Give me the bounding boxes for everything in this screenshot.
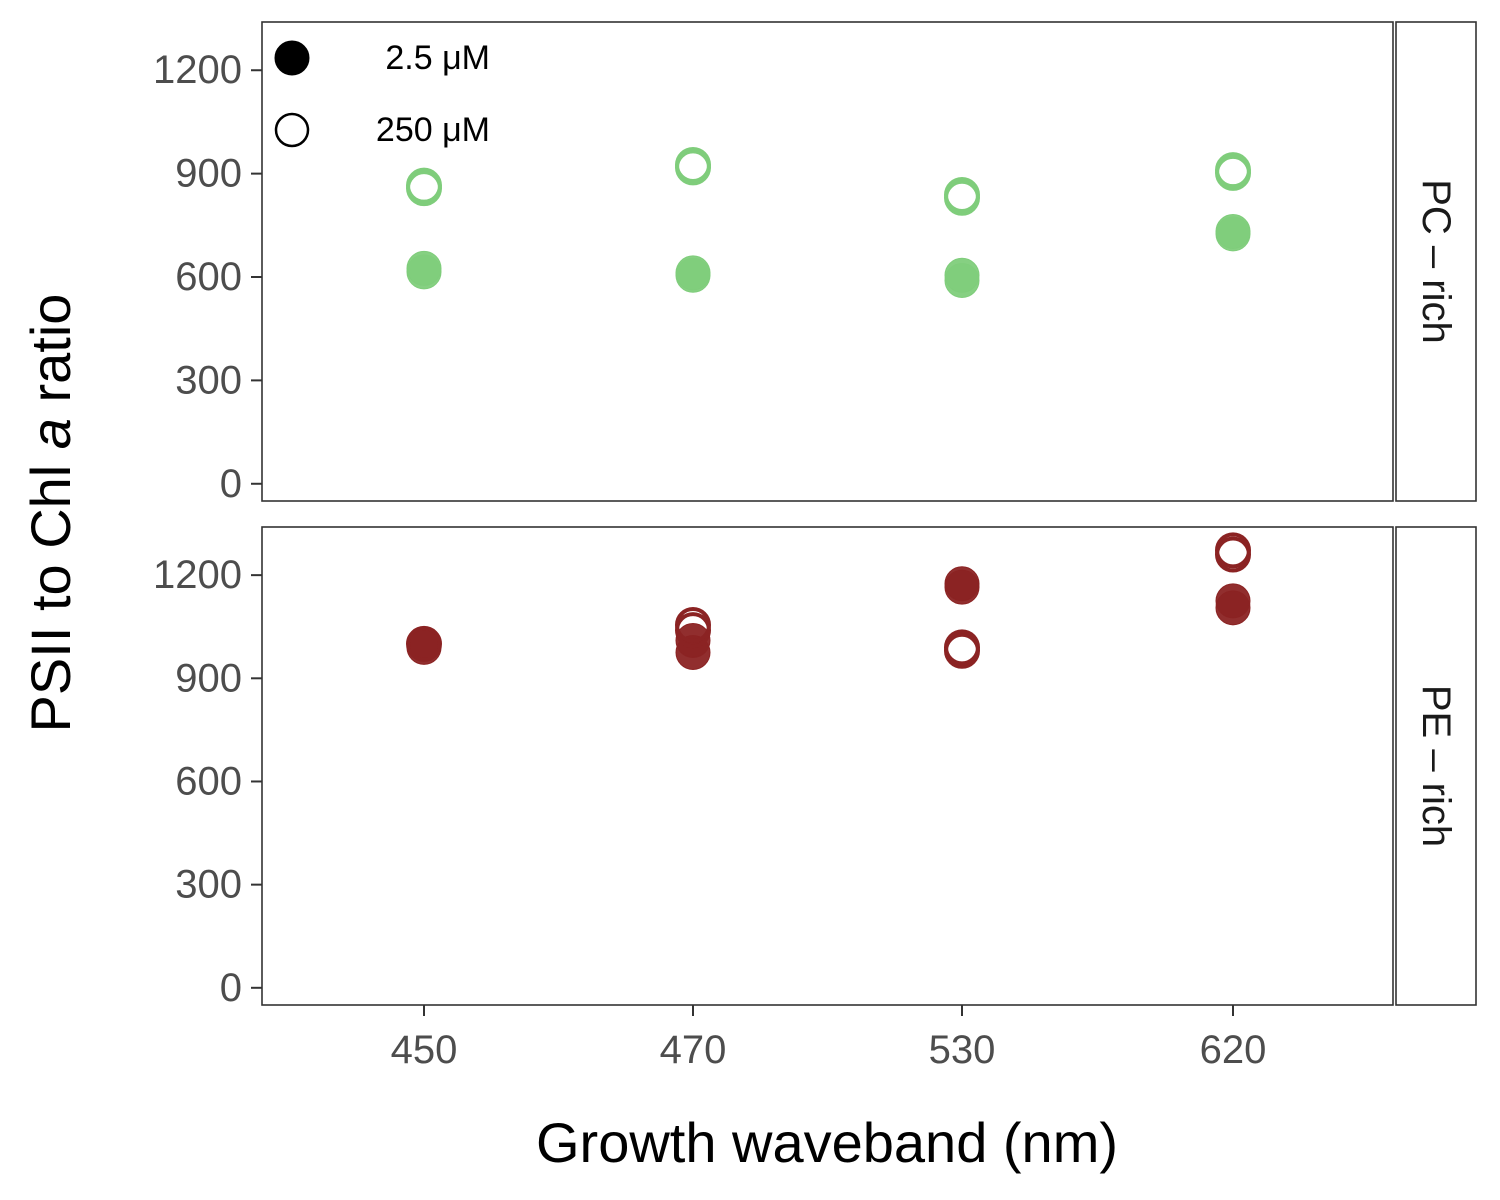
y-tick-label: 0 bbox=[220, 966, 242, 1010]
data-point-open bbox=[675, 147, 711, 184]
data-point-open bbox=[1215, 532, 1251, 569]
legend-marker-filled bbox=[274, 40, 310, 76]
data-point-filled bbox=[944, 257, 980, 293]
data-point-open bbox=[1215, 152, 1251, 189]
y-axis-title: PSII to Chl a ratio bbox=[19, 294, 82, 733]
x-tick-label: 530 bbox=[929, 1028, 996, 1072]
y-tick-label: 300 bbox=[175, 863, 242, 907]
data-point-filled bbox=[1215, 214, 1251, 250]
y-tick-label: 300 bbox=[175, 358, 242, 402]
panel-frame bbox=[261, 526, 1394, 1006]
legend: 2.5 μM 250 μM bbox=[274, 39, 490, 149]
data-point-open bbox=[944, 629, 980, 666]
y-axis-title-part: ratio bbox=[19, 294, 82, 419]
panel-2: PE – rich 0 300 600 900 1200 bbox=[153, 526, 1477, 1010]
data-point-open bbox=[675, 607, 711, 644]
y-tick-label: 900 bbox=[175, 152, 242, 196]
y-axis-title-part: a bbox=[19, 418, 82, 449]
y-tick-label: 0 bbox=[220, 462, 242, 506]
y-tick-label: 1200 bbox=[153, 553, 242, 597]
y-tick-label: 1200 bbox=[153, 48, 242, 92]
y-tick-label: 900 bbox=[175, 656, 242, 700]
data-point-open bbox=[406, 625, 442, 662]
x-axis: 450 470 530 620 bbox=[391, 1005, 1267, 1072]
data-point-filled bbox=[1215, 583, 1251, 619]
x-tick-label: 450 bbox=[391, 1028, 458, 1072]
x-tick-label: 620 bbox=[1200, 1028, 1267, 1072]
x-axis-title: Growth waveband (nm) bbox=[536, 1111, 1118, 1174]
data-point-filled bbox=[406, 250, 442, 286]
y-tick-label: 600 bbox=[175, 255, 242, 299]
panel-1: PC – rich 0 300 600 900 1200 bbox=[153, 21, 1477, 506]
strip-box bbox=[1395, 21, 1477, 502]
legend-label: 250 μM bbox=[376, 111, 490, 149]
data-point-filled bbox=[675, 255, 711, 291]
legend-marker-open bbox=[274, 112, 310, 148]
data-point-open bbox=[406, 167, 442, 204]
legend-label: 2.5 μM bbox=[385, 39, 490, 77]
panel-frame bbox=[261, 21, 1394, 502]
x-tick-label: 470 bbox=[660, 1028, 727, 1072]
y-axis-title-part: PSII to Chl bbox=[19, 449, 82, 732]
strip-label: PE – rich bbox=[1414, 685, 1458, 847]
strip-label: PC – rich bbox=[1414, 179, 1458, 344]
data-point-filled bbox=[944, 566, 980, 602]
y-tick-label: 600 bbox=[175, 759, 242, 803]
strip-box bbox=[1395, 526, 1477, 1006]
data-point-open bbox=[944, 176, 980, 213]
